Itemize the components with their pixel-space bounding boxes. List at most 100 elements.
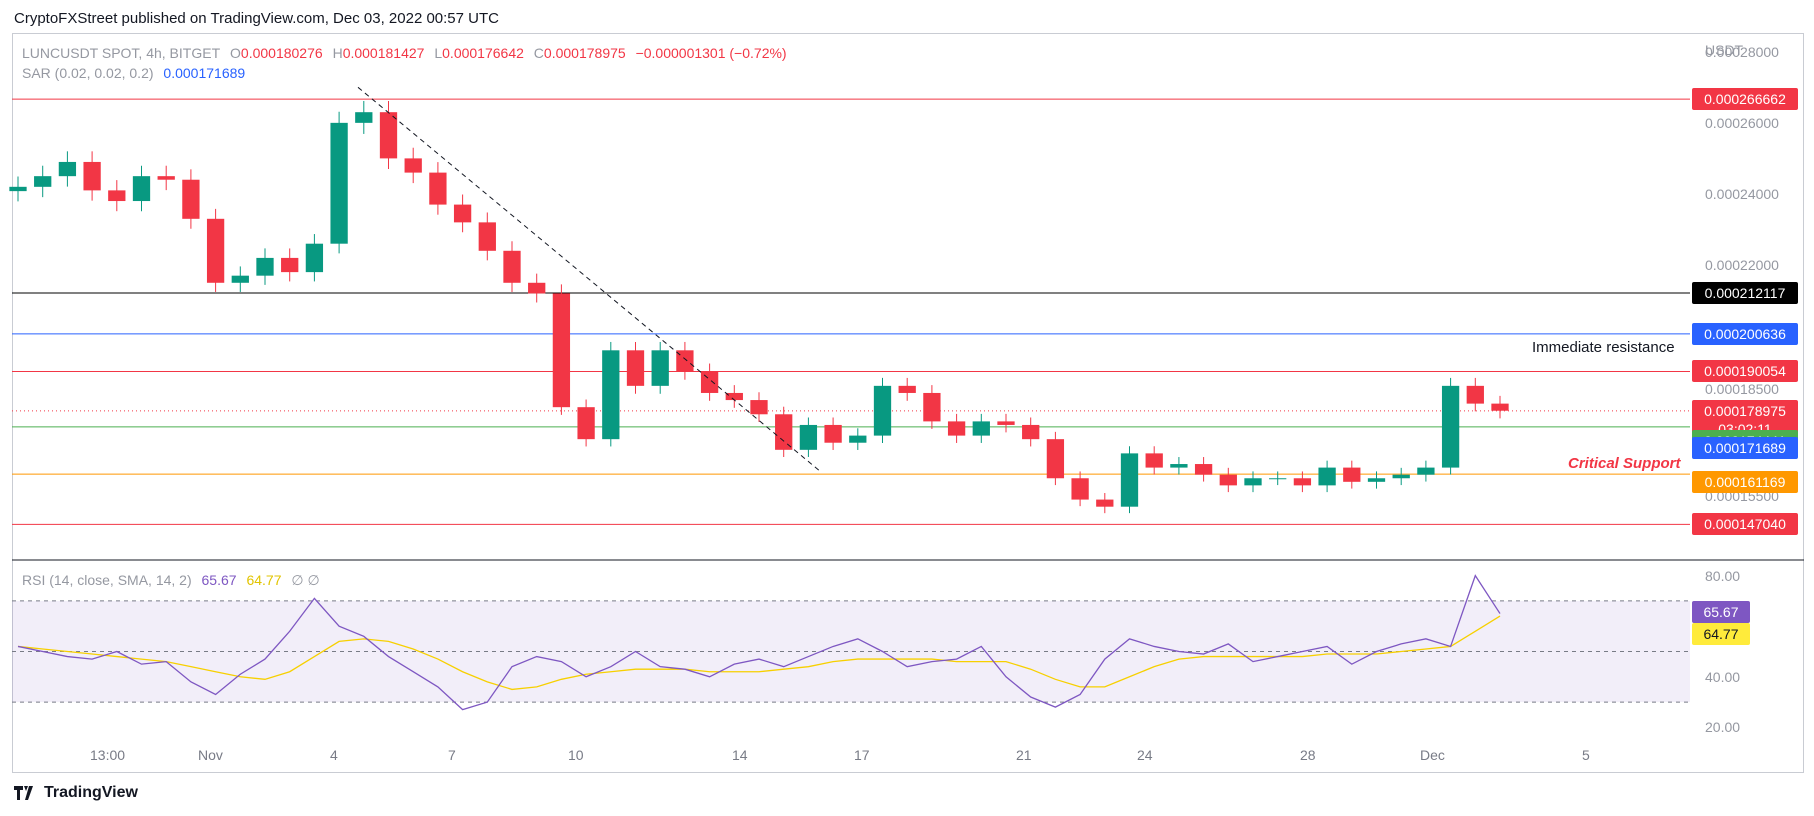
tradingview-footer[interactable]: TradingView [14,784,138,802]
level-tag-0-000161169: 0.000161169 [1692,471,1798,494]
tradingview-logo-icon [14,786,33,800]
candle-body-23 [577,407,595,440]
rsi-extra-values: ∅ ∅ [291,572,320,588]
candle-body-59 [1466,385,1484,404]
candle-body-41 [1022,424,1040,440]
candle-body-6 [157,176,175,180]
rsi-tick-1: 40.00 [1705,668,1741,685]
candle-body-12 [305,243,324,273]
open-label: O [230,45,241,61]
rsi-sma-value: 64.77 [246,572,282,588]
rsi-ma-tag: 64.77 [1692,622,1750,645]
candle-body-1 [34,176,52,187]
candle-body-5 [132,176,151,202]
candle-body-18 [453,204,472,223]
sar-value-tag: 0.000171689 [1692,436,1798,459]
candle-body-9 [231,275,249,283]
symbol-label: LUNCUSDT SPOT, 4h, BITGET [22,45,221,61]
time-tick-4: 10 [568,747,584,763]
candle-body-43 [1071,478,1089,500]
candle-body-46 [1145,453,1163,468]
candle-body-8 [206,218,225,283]
low-value: 0.000176642 [442,45,524,61]
candle-body-54 [1343,467,1361,482]
candle-body-10 [256,257,274,276]
candle-body-26 [651,350,669,386]
candle-body-15 [379,112,398,159]
low-label: L [434,45,443,61]
candle-body-30 [750,400,768,415]
time-tick-1: Nov [198,747,223,763]
time-tick-11: 5 [1582,747,1590,763]
candle-body-31 [775,414,793,450]
immediate-resistance-annotation: Immediate resistance [1532,339,1675,356]
close-value: 0.000178975 [543,45,626,61]
candle-body-48 [1194,464,1213,475]
candle-body-42 [1046,439,1065,479]
candle-body-29 [725,392,743,401]
rsi-label: RSI (14, close, SMA, 14, 2) [22,572,192,588]
candle-body-38 [947,421,966,436]
level-tag-0-000147040: 0.000147040 [1692,513,1798,536]
time-tick-5: 14 [732,747,748,763]
candle-body-56 [1392,474,1410,479]
sar-label: SAR (0.02, 0.02, 0.2) [22,65,154,81]
candle-body-58 [1441,385,1460,468]
time-tick-0: 13:00 [90,747,126,763]
level-tag-0-000200636: 0.000200636 [1692,322,1798,345]
open-value: 0.000180276 [240,45,323,61]
level-tag-0-000212117: 0.000212117 [1692,282,1798,305]
rsi-legend: RSI (14, close, SMA, 14, 2) 65.67 64.77 … [22,572,326,589]
close-label: C [533,45,544,61]
level-tag-0-000190054: 0.000190054 [1692,360,1798,383]
candle-body-33 [824,424,842,443]
price-tick-1: 0.00026000 [1705,114,1779,131]
candle-body-13 [330,122,348,244]
candle-body-28 [700,371,719,393]
critical-support-annotation: Critical Support [1568,455,1681,472]
high-label: H [332,45,343,61]
level-tag-0-000266662: 0.000266662 [1692,88,1798,111]
candle-body-25 [626,350,645,386]
candle-body-2 [58,161,77,177]
rsi-line [17,574,1501,711]
price-tick-0: 0.00028000 [1705,43,1779,60]
sar-legend: SAR (0.02, 0.02, 0.2) 0.000171689 [22,65,251,81]
rsi-value-tag: 65.67 [1692,600,1750,623]
candle-body-47 [1170,464,1188,468]
candle-body-7 [182,179,200,219]
time-tick-2: 4 [330,747,338,763]
candle-body-49 [1219,474,1237,486]
rsi-tick-0: 80.00 [1705,567,1741,584]
change-value: −0.000001301 (−0.72%) [635,45,787,61]
candle-body-44 [1096,499,1114,507]
candle-body-32 [799,424,818,450]
candle-body-50 [1244,478,1262,486]
candle-body-34 [849,435,867,443]
candle-body-53 [1318,467,1336,486]
rsi-sma-line [17,615,1501,691]
candle-body-57 [1417,467,1435,475]
price-tick-3: 0.00022000 [1705,257,1779,273]
candle-body-40 [997,421,1015,425]
candle-body-0 [9,186,27,192]
sar-value: 0.000171689 [163,65,246,81]
candle-body-21 [528,282,546,294]
rsi-band [12,600,1690,703]
time-tick-9: 28 [1300,747,1316,763]
chart-frame[interactable] [12,33,1804,773]
price-tick-2: 0.00024000 [1705,185,1779,202]
candle-body-16 [404,158,422,173]
candle-body-35 [873,385,892,436]
high-value: 0.000181427 [342,45,425,61]
candle-body-60 [1491,403,1509,411]
candle-body-4 [108,190,126,202]
brand-label: TradingView [44,784,138,801]
candle-body-55 [1367,478,1386,482]
time-tick-10: Dec [1420,747,1445,763]
price-tick-4: 0.00018500 [1705,381,1779,398]
candle-body-39 [972,421,990,436]
candle-body-52 [1293,478,1312,486]
candle-body-20 [503,250,521,283]
